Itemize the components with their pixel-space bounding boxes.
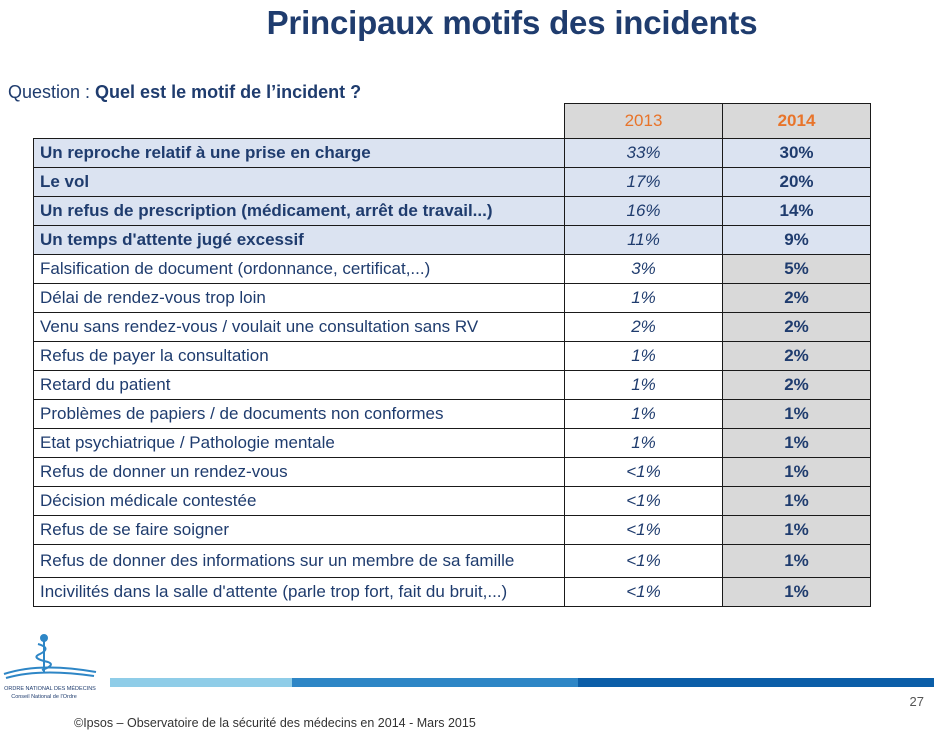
logo-text-line2: Conseil National de l'Ordre: [11, 694, 77, 700]
row-label: Etat psychiatrique / Pathologie mentale: [33, 428, 565, 458]
value-2014: 2%: [722, 283, 871, 313]
value-2013: 1%: [564, 283, 723, 313]
value-2013: 1%: [564, 370, 723, 400]
row-label: Délai de rendez-vous trop loin: [33, 283, 565, 313]
incident-reasons-table: 2013 2014 Un reproche relatif à une pris…: [33, 103, 871, 607]
value-2014: 20%: [722, 167, 871, 197]
footer-band-mid: [292, 678, 578, 687]
footer-band-dark: [578, 678, 934, 687]
footer-band-light: [110, 678, 292, 687]
value-2013: 17%: [564, 167, 723, 197]
value-2013: <1%: [564, 457, 723, 487]
value-2014: 2%: [722, 312, 871, 342]
row-label: Un reproche relatif à une prise en charg…: [33, 138, 565, 168]
table-row: Un temps d'attente jugé excessif 11% 9%: [33, 225, 871, 255]
table-row: Etat psychiatrique / Pathologie mentale …: [33, 428, 871, 458]
value-2014: 1%: [722, 399, 871, 429]
value-2013: <1%: [564, 515, 723, 545]
value-2014: 5%: [722, 254, 871, 284]
row-label: Incivilités dans la salle d'attente (par…: [33, 577, 565, 607]
table-row: Refus de donner un rendez-vous <1% 1%: [33, 457, 871, 487]
row-label: Refus de se faire soigner: [33, 515, 565, 545]
value-2013: 1%: [564, 428, 723, 458]
row-label: Refus de donner des informations sur un …: [33, 544, 565, 578]
value-2014: 14%: [722, 196, 871, 226]
value-2014: 1%: [722, 486, 871, 516]
table-row: Retard du patient 1% 2%: [33, 370, 871, 400]
table-row: Délai de rendez-vous trop loin 1% 2%: [33, 283, 871, 313]
value-2013: <1%: [564, 544, 723, 578]
value-2013: 2%: [564, 312, 723, 342]
row-label: Refus de donner un rendez-vous: [33, 457, 565, 487]
table-row: Décision médicale contestée <1% 1%: [33, 486, 871, 516]
table-row: Venu sans rendez-vous / voulait une cons…: [33, 312, 871, 342]
table-row: Problèmes de papiers / de documents non …: [33, 399, 871, 429]
column-header-2014: 2014: [722, 103, 871, 139]
table-row: Refus de se faire soigner <1% 1%: [33, 515, 871, 545]
question-line: Question : Quel est le motif de l’incide…: [8, 82, 361, 103]
value-2014: 2%: [722, 370, 871, 400]
row-label: Venu sans rendez-vous / voulait une cons…: [33, 312, 565, 342]
value-2013: 1%: [564, 399, 723, 429]
value-2014: 9%: [722, 225, 871, 255]
caduceus-icon: [3, 634, 97, 679]
value-2014: 1%: [722, 544, 871, 578]
table-row: Un reproche relatif à une prise en charg…: [33, 138, 871, 168]
ordre-medecins-logo: ORDRE NATIONAL DES MÉDECINS Conseil Nati…: [3, 634, 97, 700]
logo-text-line1: ORDRE NATIONAL DES MÉDECINS: [4, 685, 96, 692]
table-row: Un refus de prescription (médicament, ar…: [33, 196, 871, 226]
column-header-2013: 2013: [564, 103, 723, 139]
value-2013: 1%: [564, 341, 723, 371]
slide-title: Principaux motifs des incidents: [266, 4, 758, 41]
row-label: Problèmes de papiers / de documents non …: [33, 399, 565, 429]
row-label: Décision médicale contestée: [33, 486, 565, 516]
value-2014: 2%: [722, 341, 871, 371]
value-2013: 11%: [564, 225, 723, 255]
value-2013: <1%: [564, 577, 723, 607]
table-header-row: 2013 2014: [33, 103, 871, 139]
value-2014: 1%: [722, 457, 871, 487]
row-label: Retard du patient: [33, 370, 565, 400]
page-number: 27: [909, 694, 924, 709]
footer-credit: ©Ipsos – Observatoire de la sécurité des…: [74, 716, 476, 730]
table-row: Le vol 17% 20%: [33, 167, 871, 197]
value-2014: 1%: [722, 515, 871, 545]
row-label: Le vol: [33, 167, 565, 197]
value-2013: 33%: [564, 138, 723, 168]
value-2013: <1%: [564, 486, 723, 516]
table-row: Refus de payer la consultation 1% 2%: [33, 341, 871, 371]
value-2014: 1%: [722, 428, 871, 458]
table-row: Refus de donner des informations sur un …: [33, 544, 871, 578]
table-row: Incivilités dans la salle d'attente (par…: [33, 577, 871, 607]
row-label: Un refus de prescription (médicament, ar…: [33, 196, 565, 226]
header-blank-cell: [33, 103, 565, 139]
value-2014: 30%: [722, 138, 871, 168]
value-2014: 1%: [722, 577, 871, 607]
value-2013: 3%: [564, 254, 723, 284]
row-label: Un temps d'attente jugé excessif: [33, 225, 565, 255]
question-prefix: Question :: [8, 82, 96, 102]
table-row: Falsification de document (ordonnance, c…: [33, 254, 871, 284]
question-text: Quel est le motif de l’incident ?: [95, 82, 362, 102]
value-2013: 16%: [564, 196, 723, 226]
row-label: Falsification de document (ordonnance, c…: [33, 254, 565, 284]
row-label: Refus de payer la consultation: [33, 341, 565, 371]
